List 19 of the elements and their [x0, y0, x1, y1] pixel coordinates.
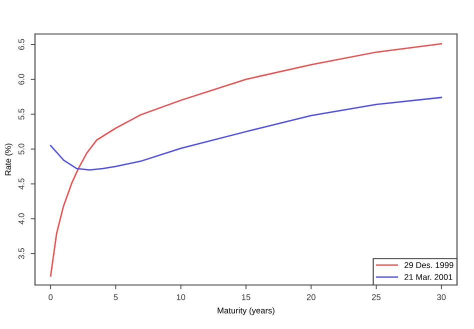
y-tick-label: 6.0: [18, 74, 24, 85]
legend-label: 21 Mar. 2001: [404, 274, 452, 280]
y-tick-label: 3.5: [18, 248, 24, 260]
y-tick-label: 4.0: [18, 213, 24, 224]
x-axis-title: Maturity (years): [218, 307, 274, 316]
line-series: [50, 96, 442, 171]
y-tick-label: 6.5: [18, 39, 24, 50]
x-tick-label: 10: [176, 294, 186, 300]
y-axis-title: Rate (%): [4, 144, 13, 176]
x-tick-label: 25: [372, 294, 381, 300]
legend-label: 29 Des. 1999: [404, 262, 454, 268]
x-tick-label: 5: [114, 294, 118, 300]
y-tick-label: 5.0: [18, 144, 24, 154]
y-tick-label: 5.5: [18, 108, 24, 120]
x-tick-label: 0: [48, 294, 53, 300]
x-tick-label: 15: [242, 294, 250, 300]
y-tick-label: 4.5: [18, 178, 24, 190]
x-tick-label: 20: [306, 294, 316, 300]
x-tick-label: 30: [437, 294, 446, 300]
